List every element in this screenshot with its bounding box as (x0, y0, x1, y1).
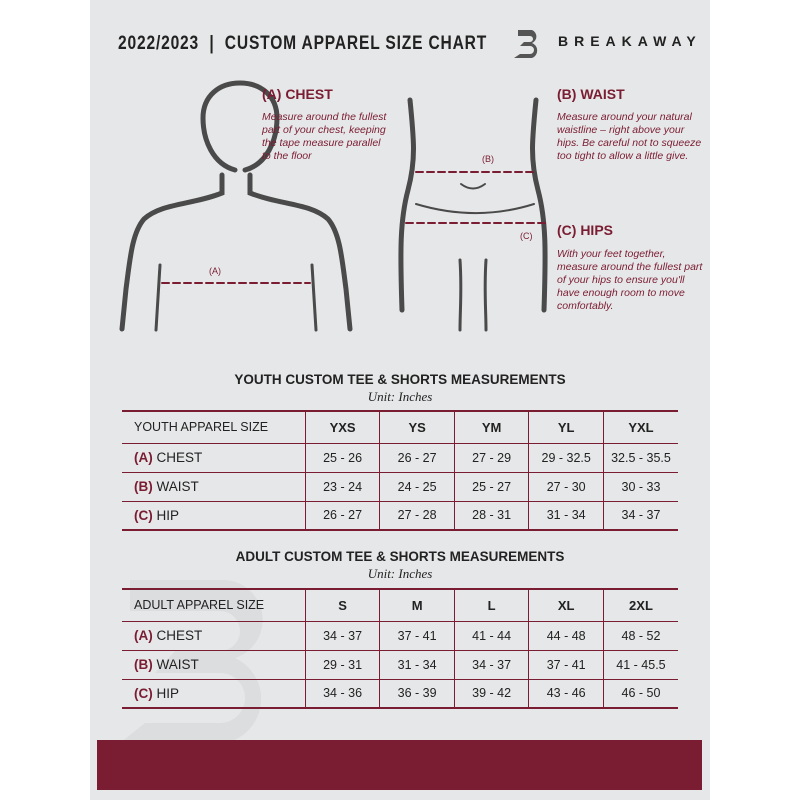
row-letter: (A) (134, 628, 153, 643)
table-row: (C) HIP 26 - 27 27 - 28 28 - 31 31 - 34 34 - … (122, 501, 678, 531)
header-cell: XL (528, 589, 604, 622)
value-cell: 32.5 - 35.5 (602, 443, 678, 473)
row-name: HIP (156, 507, 180, 523)
body-measurement-illustration (119, 80, 548, 332)
header-cell: L (453, 589, 529, 622)
row-name: WAIST (156, 479, 199, 494)
row-name: CHEST (156, 450, 203, 465)
value-cell: 39 - 42 (453, 679, 529, 709)
header-cell: 2XL (602, 589, 678, 622)
value-cell: 34 - 37 (304, 621, 380, 651)
value-cell: 37 - 41 (379, 621, 455, 651)
youth-unit: Unit: Inches (367, 389, 433, 404)
value-cell: 24 - 25 (379, 472, 455, 502)
value-cell: 25 - 27 (453, 472, 529, 502)
header-cell: YL (528, 411, 604, 444)
hips-heading: (C) HIPS (557, 222, 613, 238)
row-letter: (C) (134, 507, 153, 523)
value-cell: 30 - 33 (602, 472, 678, 502)
adult-unit: Unit: Inches (367, 566, 433, 581)
row-letter: (A) (134, 450, 153, 465)
value-cell: 31 - 34 (379, 650, 455, 680)
value-cell: 34 - 36 (304, 679, 380, 709)
header-cell: M (379, 589, 455, 622)
value-cell: 25 - 26 (304, 443, 380, 473)
value-cell: 29 - 31 (304, 650, 380, 680)
row-label: (A) CHEST (122, 621, 306, 651)
row-name: HIP (156, 685, 180, 701)
size-chart-page: 2022/2023 | CUSTOM APPAREL SIZE CHART BR… (90, 0, 710, 800)
adult-size-table: ADULT APPAREL SIZE S M L XL 2XL (A) CHEST 34 - … (122, 588, 678, 709)
header-cell: S (304, 589, 380, 622)
value-cell: 41 - 45.5 (602, 650, 678, 680)
value-cell: 27 - 30 (528, 472, 604, 502)
row-name: CHEST (156, 628, 203, 643)
row-letter: (B) (134, 479, 153, 494)
waist-marker: (B) (482, 154, 494, 164)
header-cell: YOUTH APPAREL SIZE (122, 411, 306, 444)
header-cell: YM (453, 411, 529, 444)
header-cell: ADULT APPAREL SIZE (122, 589, 306, 622)
row-label: (B) WAIST (122, 650, 306, 680)
value-cell: 34 - 37 (453, 650, 529, 680)
row-label: (B) WAIST (122, 472, 306, 502)
value-cell: 48 - 52 (602, 621, 678, 651)
waist-instructions: Measure around your natural waistline – … (557, 111, 702, 162)
header-cell: YS (379, 411, 455, 444)
value-cell: 46 - 50 (602, 679, 678, 709)
value-cell: 31 - 34 (528, 501, 604, 531)
adult-title: ADULT CUSTOM TEE & SHORTS MEASUREMENTS (235, 549, 565, 564)
table-header-row: ADULT APPAREL SIZE S M L XL 2XL (122, 589, 678, 622)
table-row: (B) WAIST 29 - 31 31 - 34 34 - 37 37 - 41 41 … (122, 650, 678, 680)
chest-heading: (A) CHEST (262, 86, 333, 102)
value-cell: 26 - 27 (304, 501, 380, 531)
brand-name: BREAKAWAY (558, 33, 702, 49)
value-cell: 41 - 44 (453, 621, 529, 651)
hips-instructions: With your feet together, measure around … (557, 248, 703, 312)
footer-band (97, 740, 702, 790)
value-cell: 34 - 37 (602, 501, 678, 531)
value-cell: 37 - 41 (528, 650, 604, 680)
page-title: 2022/2023 | CUSTOM APPAREL SIZE CHART (118, 33, 488, 54)
chest-instructions: Measure around the fullest part of your … (262, 111, 387, 162)
row-letter: (B) (134, 657, 153, 672)
youth-title: YOUTH CUSTOM TEE & SHORTS MEASUREMENTS (234, 372, 566, 387)
hips-marker: (C) (520, 231, 533, 241)
value-cell: 44 - 48 (528, 621, 604, 651)
value-cell: 43 - 46 (528, 679, 604, 709)
row-letter: (C) (134, 685, 153, 701)
row-name: WAIST (156, 657, 199, 672)
waist-heading: (B) WAIST (557, 86, 625, 102)
table-row: (A) CHEST 34 - 37 37 - 41 41 - 44 44 - 48 48 … (122, 621, 678, 651)
table-row: (A) CHEST 25 - 26 26 - 27 27 - 29 29 - 32.5 3… (122, 443, 678, 473)
value-cell: 27 - 29 (453, 443, 529, 473)
table-header-row: YOUTH APPAREL SIZE YXS YS YM YL YXL (122, 411, 678, 444)
value-cell: 27 - 28 (379, 501, 455, 531)
value-cell: 29 - 32.5 (528, 443, 604, 473)
header-cell: YXL (602, 411, 678, 444)
value-cell: 26 - 27 (379, 443, 455, 473)
value-cell: 23 - 24 (304, 472, 380, 502)
header-cell: YXS (304, 411, 380, 444)
table-row: (C) HIP 34 - 36 36 - 39 39 - 42 43 - 46 46 - … (122, 679, 678, 709)
table-row: (B) WAIST 23 - 24 24 - 25 25 - 27 27 - 30 30 … (122, 472, 678, 502)
breakaway-logo-icon (514, 30, 538, 58)
value-cell: 36 - 39 (379, 679, 455, 709)
row-label: (C) HIP (122, 501, 306, 531)
chest-marker: (A) (209, 266, 221, 276)
row-label: (A) CHEST (122, 443, 306, 473)
value-cell: 28 - 31 (453, 501, 529, 531)
youth-size-table: YOUTH APPAREL SIZE YXS YS YM YL YXL (A) CHEST 2… (122, 410, 678, 531)
row-label: (C) HIP (122, 679, 306, 709)
